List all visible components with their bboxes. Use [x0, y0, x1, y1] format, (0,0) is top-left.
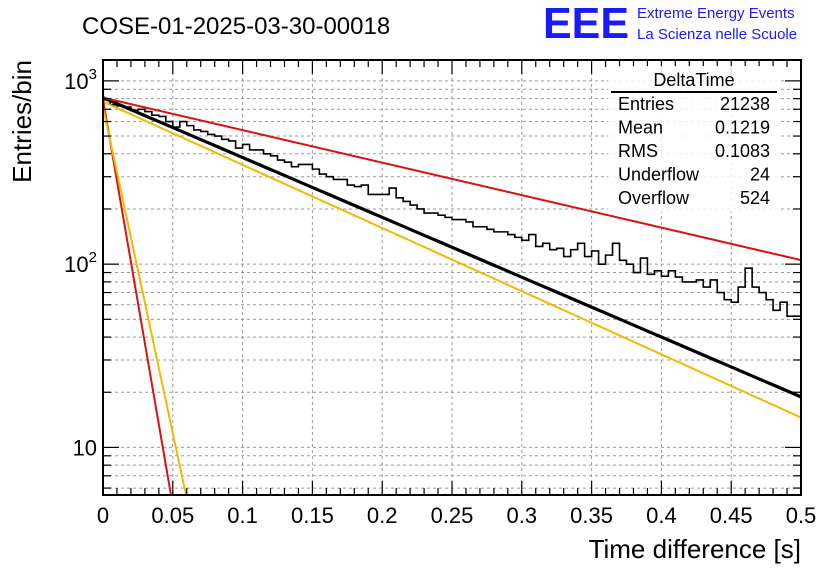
stats-value: 24	[750, 165, 770, 185]
stats-value: 524	[740, 188, 770, 208]
x-tick-label: 0.4	[646, 503, 677, 528]
y-axis-title: Entries/bin	[7, 60, 37, 183]
fit-curve-1	[103, 96, 801, 399]
x-tick-label: 0.15	[291, 503, 334, 528]
eee-logo-mark: EEE	[543, 0, 629, 48]
y-tick-labels: 10 102 103	[64, 66, 97, 461]
stats-value: 21238	[720, 94, 770, 114]
stats-value: 0.1083	[715, 141, 770, 161]
fit-curve-2	[103, 100, 801, 419]
x-tick-label: 0.1	[227, 503, 258, 528]
x-tick-label: 0.2	[367, 503, 398, 528]
stats-box-background	[608, 66, 780, 212]
stats-label: Mean	[618, 118, 663, 138]
x-tick-labels: 0 0.05 0.1 0.15 0.2 0.25 0.3 0.35 0.4 0.45 0.5	[97, 503, 816, 528]
y-tick-label: 10	[73, 435, 97, 460]
clipped-plot-layer	[103, 96, 801, 495]
plot-title: COSE-01-2025-03-30-00018	[82, 13, 390, 40]
eee-logo-line1: Extreme Energy Events	[637, 5, 795, 22]
y-tick-label: 103	[64, 66, 97, 94]
stats-value: 0.1219	[715, 118, 770, 138]
x-tick-label: 0.05	[151, 503, 194, 528]
eee-logo-line2: La Scienza nelle Scuole	[637, 26, 797, 43]
x-tick-label: 0.5	[786, 503, 817, 528]
eee-logo: EEE Extreme Energy Events La Scienza nel…	[543, 0, 797, 48]
x-axis-title: Time difference [s]	[589, 534, 801, 564]
stats-label: Underflow	[618, 165, 700, 185]
stats-title: DeltaTime	[653, 70, 734, 90]
y-tick-label: 102	[64, 249, 97, 277]
x-tick-label: 0.45	[710, 503, 753, 528]
x-tick-label: 0.3	[507, 503, 538, 528]
fit-curve-5	[103, 106, 188, 495]
stats-label: Entries	[618, 94, 674, 114]
x-tick-label: 0.35	[570, 503, 613, 528]
fit-curve-4	[103, 99, 172, 495]
x-tick-label: 0.25	[431, 503, 474, 528]
stats-box: DeltaTime Entries 21238 Mean 0.1219 RMS 0.108…	[608, 66, 780, 212]
plot-frame	[102, 59, 802, 496]
stats-label: Overflow	[618, 188, 690, 208]
stats-label: RMS	[618, 141, 658, 161]
plot-content	[103, 96, 801, 495]
stats-rows: Entries 21238 Mean 0.1219 RMS 0.1083 Underflow…	[618, 94, 770, 208]
x-tick-label: 0	[97, 503, 109, 528]
histogram-deltatime	[103, 98, 801, 324]
axis-ticks	[102, 60, 802, 495]
fit-curve-3	[103, 96, 801, 262]
